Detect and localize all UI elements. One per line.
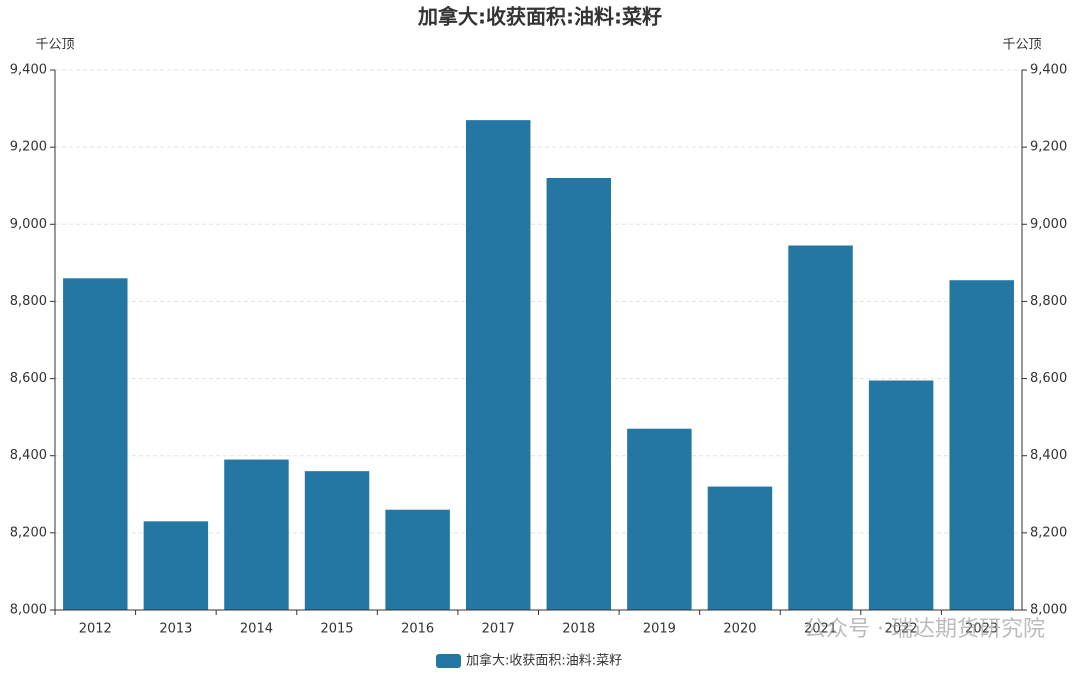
y-tick-label: 8,800 xyxy=(10,294,47,309)
x-tick-label: 2021 xyxy=(804,622,837,637)
legend-label: 加拿大:收获面积:油料:菜籽 xyxy=(466,653,622,669)
y2-tick-label: 8,600 xyxy=(1030,371,1067,386)
y2-tick-label: 9,400 xyxy=(1030,63,1067,78)
bar xyxy=(224,459,289,610)
x-tick-label: 2012 xyxy=(79,622,112,637)
x-tick-label: 2019 xyxy=(643,622,676,637)
bar xyxy=(63,278,128,610)
y-tick-label: 8,000 xyxy=(10,603,47,618)
legend-swatch xyxy=(436,654,461,668)
bar xyxy=(949,280,1014,610)
bar xyxy=(788,245,853,610)
y-tick-label: 9,000 xyxy=(10,217,47,232)
bar xyxy=(627,428,692,610)
y2-tick-label: 8,200 xyxy=(1030,525,1067,540)
y-tick-label: 9,400 xyxy=(10,63,47,78)
bar xyxy=(465,120,531,611)
x-tick-label: 2015 xyxy=(320,622,353,637)
bar xyxy=(304,471,370,610)
y2-tick-label: 9,000 xyxy=(1030,217,1067,232)
bar xyxy=(707,486,773,610)
y2-tick-label: 8,000 xyxy=(1030,603,1067,618)
watermark: 公众号 · 瑞达期货研究院 xyxy=(804,617,1045,642)
x-tick-label: 2020 xyxy=(723,622,756,637)
x-tick-label: 2016 xyxy=(401,622,434,637)
chart-title: 加拿大:收获面积:油料:菜籽 xyxy=(417,5,662,29)
y2-tick-label: 8,800 xyxy=(1030,294,1067,309)
x-tick-label: 2017 xyxy=(482,622,515,637)
bar xyxy=(868,380,934,610)
x-tick-label: 2013 xyxy=(159,622,192,637)
y2-tick-label: 8,400 xyxy=(1030,448,1067,463)
x-tick-label: 2018 xyxy=(562,622,595,637)
x-tick-label: 2022 xyxy=(885,622,918,637)
y-tick-label: 8,200 xyxy=(10,525,47,540)
x-tick-label: 2014 xyxy=(240,622,273,637)
y2-tick-label: 9,200 xyxy=(1030,140,1067,155)
y-tick-label: 9,200 xyxy=(10,140,47,155)
x-tick-label: 2023 xyxy=(965,622,998,637)
y-tick-label: 8,400 xyxy=(10,448,47,463)
bar xyxy=(546,178,612,610)
y-tick-label: 8,600 xyxy=(10,371,47,386)
y-axis-unit: 千公顶 xyxy=(35,38,74,53)
y2-axis-unit: 千公顶 xyxy=(1002,38,1041,53)
bar xyxy=(385,509,450,610)
bar xyxy=(143,521,209,610)
